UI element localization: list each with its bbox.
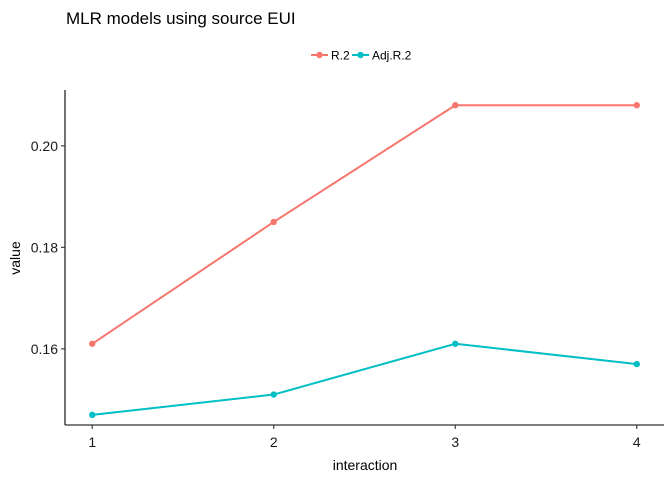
x-ticks: 1 2 3 4 (88, 425, 641, 450)
axes (64, 90, 664, 426)
legend-key-point (357, 51, 364, 59)
x-tick-label: 1 (88, 434, 96, 450)
legend-label: R.2 (331, 49, 350, 63)
y-tick-label: 0.16 (31, 341, 58, 357)
x-tick-label: 3 (451, 434, 459, 450)
y-tick-label: 0.18 (31, 239, 58, 255)
data-point (270, 218, 277, 226)
data-point (89, 340, 96, 347)
x-tick-label: 4 (633, 434, 641, 450)
data-point (452, 340, 459, 347)
legend-item: Adj.R.2 (352, 49, 412, 63)
data-point (270, 391, 277, 398)
data-point (633, 360, 640, 368)
y-axis-title: value (7, 241, 23, 275)
legend-label: Adj.R.2 (372, 49, 412, 63)
x-tick-label: 2 (270, 434, 278, 450)
data-point (452, 102, 459, 109)
y-tick-label: 0.20 (31, 138, 58, 154)
series-line-adj-r-2 (92, 342, 637, 416)
x-axis-title: interaction (333, 457, 398, 473)
series-line-r-2 (91, 104, 637, 345)
legend-item: R.2 (311, 49, 350, 63)
series-layer (89, 102, 640, 419)
legend: R.2 Adj.R.2 (311, 49, 412, 63)
data-point (89, 411, 96, 419)
y-ticks: 0.16 0.18 0.20 (31, 138, 65, 357)
legend-key-point (316, 51, 323, 59)
data-point (633, 102, 640, 109)
chart-title: MLR models using source EUI (66, 9, 296, 28)
